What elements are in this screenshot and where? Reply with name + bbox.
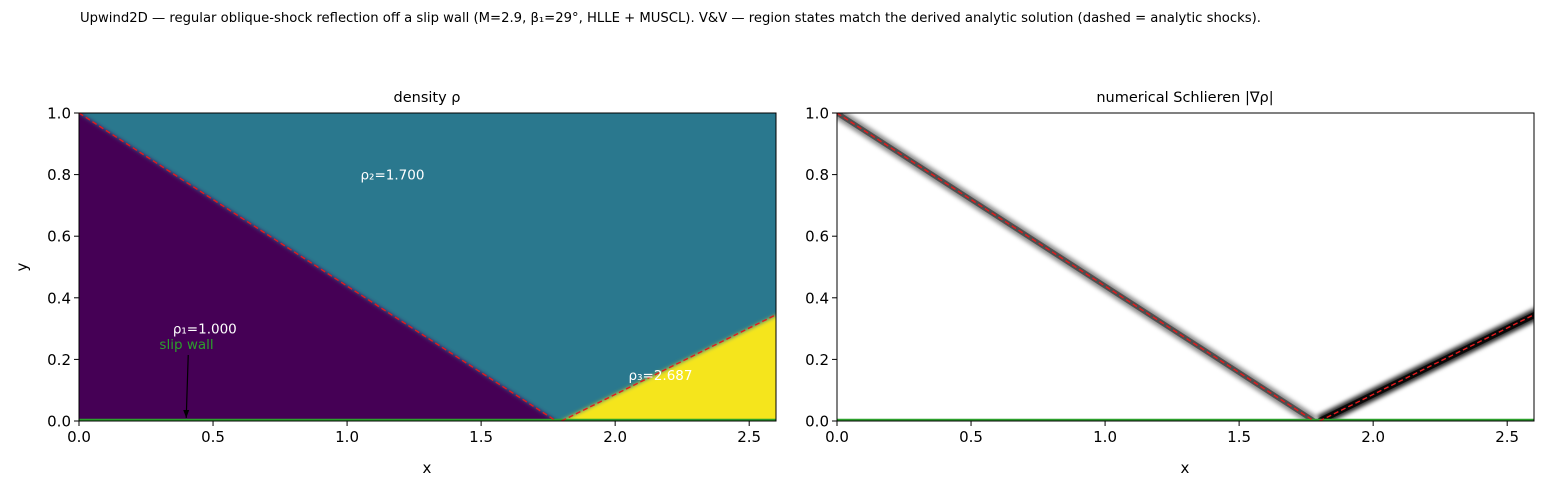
y-tick-label: 0.2 bbox=[805, 351, 829, 369]
region-density-label: ρ₁=1.000 bbox=[173, 322, 237, 338]
slip-wall-arrow-shaft bbox=[185, 354, 189, 419]
schlieren-y-axis: 0.0 0.2 0.4 0.6 0.8 1.0 bbox=[805, 105, 837, 431]
y-tick-label: 1.0 bbox=[805, 105, 829, 123]
y-tick-label: 0.0 bbox=[47, 413, 71, 431]
schlieren-x-axis-label: x bbox=[1181, 459, 1190, 477]
x-tick-label: 1.5 bbox=[469, 428, 493, 446]
y-tick-label: 0.2 bbox=[47, 351, 71, 369]
density-y-axis: 0.0 0.2 0.4 0.6 0.8 1.0 bbox=[47, 105, 79, 431]
region-density-label: ρ₃=2.687 bbox=[629, 368, 693, 384]
region-density-label: ρ₂=1.700 bbox=[360, 168, 424, 184]
y-tick-label: 0.4 bbox=[805, 289, 829, 307]
schlieren-axes-frame bbox=[836, 112, 1535, 422]
x-tick-label: 0.0 bbox=[67, 428, 91, 446]
density-annotations: ρ₁=1.000 ρ₂=1.700 ρ₃=2.687 slip wall bbox=[159, 168, 693, 419]
x-tick-label: 2.0 bbox=[1361, 428, 1385, 446]
density-panel-title: density ρ bbox=[394, 90, 461, 106]
density-panel: density ρ 0.0 0.5 1.0 1.5 2.0 2.5 0.00.20.40.… bbox=[13, 90, 777, 477]
density-axes-frame bbox=[78, 112, 777, 422]
x-tick-label: 1.0 bbox=[335, 428, 359, 446]
y-tick-label: 0.0 bbox=[805, 413, 829, 431]
x-tick-label: 2.5 bbox=[737, 428, 761, 446]
slip-wall-arrow-head bbox=[183, 410, 190, 418]
y-tick-label: 0.6 bbox=[47, 228, 71, 246]
y-tick-label: 0.8 bbox=[47, 166, 71, 184]
x-tick-label: 1.0 bbox=[1093, 428, 1117, 446]
schlieren-panel: numerical Schlieren |∇ρ| 0.0 0.5 1.0 1.5 2.0… bbox=[805, 90, 1535, 477]
x-tick-label: 0.5 bbox=[959, 428, 983, 446]
x-tick-label: 2.5 bbox=[1495, 428, 1519, 446]
schlieren-panel-title: numerical Schlieren |∇ρ| bbox=[1096, 90, 1273, 106]
y-tick-label: 1.0 bbox=[47, 105, 71, 123]
y-tick-label: 0.8 bbox=[805, 166, 829, 184]
slip-wall-label: slip wall bbox=[159, 337, 213, 353]
incident-shock-analytic-line bbox=[837, 113, 1315, 421]
density-x-axis-label: x bbox=[423, 459, 432, 477]
figure-title: Upwind2D — regular oblique-shock reflect… bbox=[80, 11, 1261, 26]
x-tick-label: 0.5 bbox=[201, 428, 225, 446]
x-tick-label: 2.0 bbox=[603, 428, 627, 446]
x-tick-label: 1.5 bbox=[1227, 428, 1251, 446]
density-x-axis: 0.0 0.5 1.0 1.5 2.0 2.5 bbox=[67, 421, 761, 446]
schlieren-background bbox=[837, 113, 1534, 421]
y-tick-label: 0.6 bbox=[805, 228, 829, 246]
density-plot-area bbox=[79, 113, 776, 421]
x-tick-label: 0.0 bbox=[825, 428, 849, 446]
y-tick-label: 0.4 bbox=[47, 289, 71, 307]
density-y-axis-label: y bbox=[13, 262, 31, 271]
schlieren-plot-area bbox=[837, 113, 1534, 421]
schlieren-x-axis: 0.0 0.5 1.0 1.5 2.0 2.5 bbox=[825, 421, 1519, 446]
incident-shock-analytic-line bbox=[79, 113, 557, 421]
